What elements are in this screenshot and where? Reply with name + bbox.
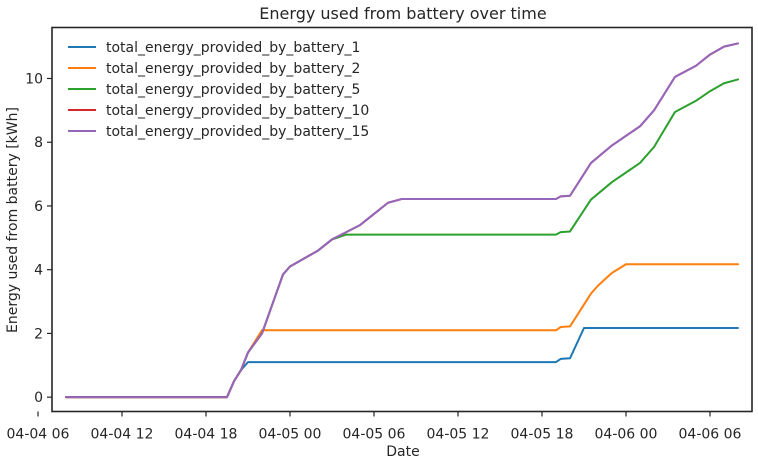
- y-axis-title: Energy used from battery [kWh]: [5, 107, 21, 333]
- plot-frame: [51, 26, 753, 413]
- y-tick-label: 8: [34, 135, 43, 151]
- y-tick-label: 0: [34, 390, 43, 406]
- x-tick-label: 04-05 06: [343, 427, 406, 443]
- y-axis: 0 2 4 6 8 10: [25, 71, 52, 406]
- legend-label-3: total_energy_provided_by_battery_5: [106, 82, 360, 98]
- x-tick-label: 04-05 18: [511, 427, 574, 443]
- y-tick-label: 10: [25, 71, 43, 87]
- legend: total_energy_provided_by_battery_1 total_…: [68, 40, 369, 140]
- legend-label-2: total_energy_provided_by_battery_2: [106, 61, 360, 77]
- x-tick-label: 04-04 06: [7, 427, 70, 443]
- x-tick-label: 04-04 12: [91, 427, 154, 443]
- legend-label-5: total_energy_provided_by_battery_15: [106, 124, 369, 140]
- series-line-5: [65, 42, 739, 399]
- x-tick-label: 04-06 00: [595, 427, 658, 443]
- x-tick-label: 04-05 00: [259, 427, 322, 443]
- x-axis-title: Date: [386, 444, 419, 460]
- x-tick-label: 04-05 12: [427, 427, 490, 443]
- y-tick-label: 6: [34, 199, 43, 215]
- legend-label-1: total_energy_provided_by_battery_1: [106, 40, 360, 56]
- y-tick-label: 4: [34, 263, 43, 279]
- plot-area: [65, 42, 739, 399]
- legend-label-4: total_energy_provided_by_battery_10: [106, 103, 369, 119]
- x-tick-label: 04-04 18: [175, 427, 238, 443]
- chart-title: Energy used from battery over time: [259, 4, 546, 23]
- x-axis: 04-04 06 04-04 12 04-04 18 04-05 00 04-05 06…: [7, 411, 742, 443]
- y-tick-label: 2: [34, 326, 43, 342]
- x-tick-label: 04-06 06: [679, 427, 742, 443]
